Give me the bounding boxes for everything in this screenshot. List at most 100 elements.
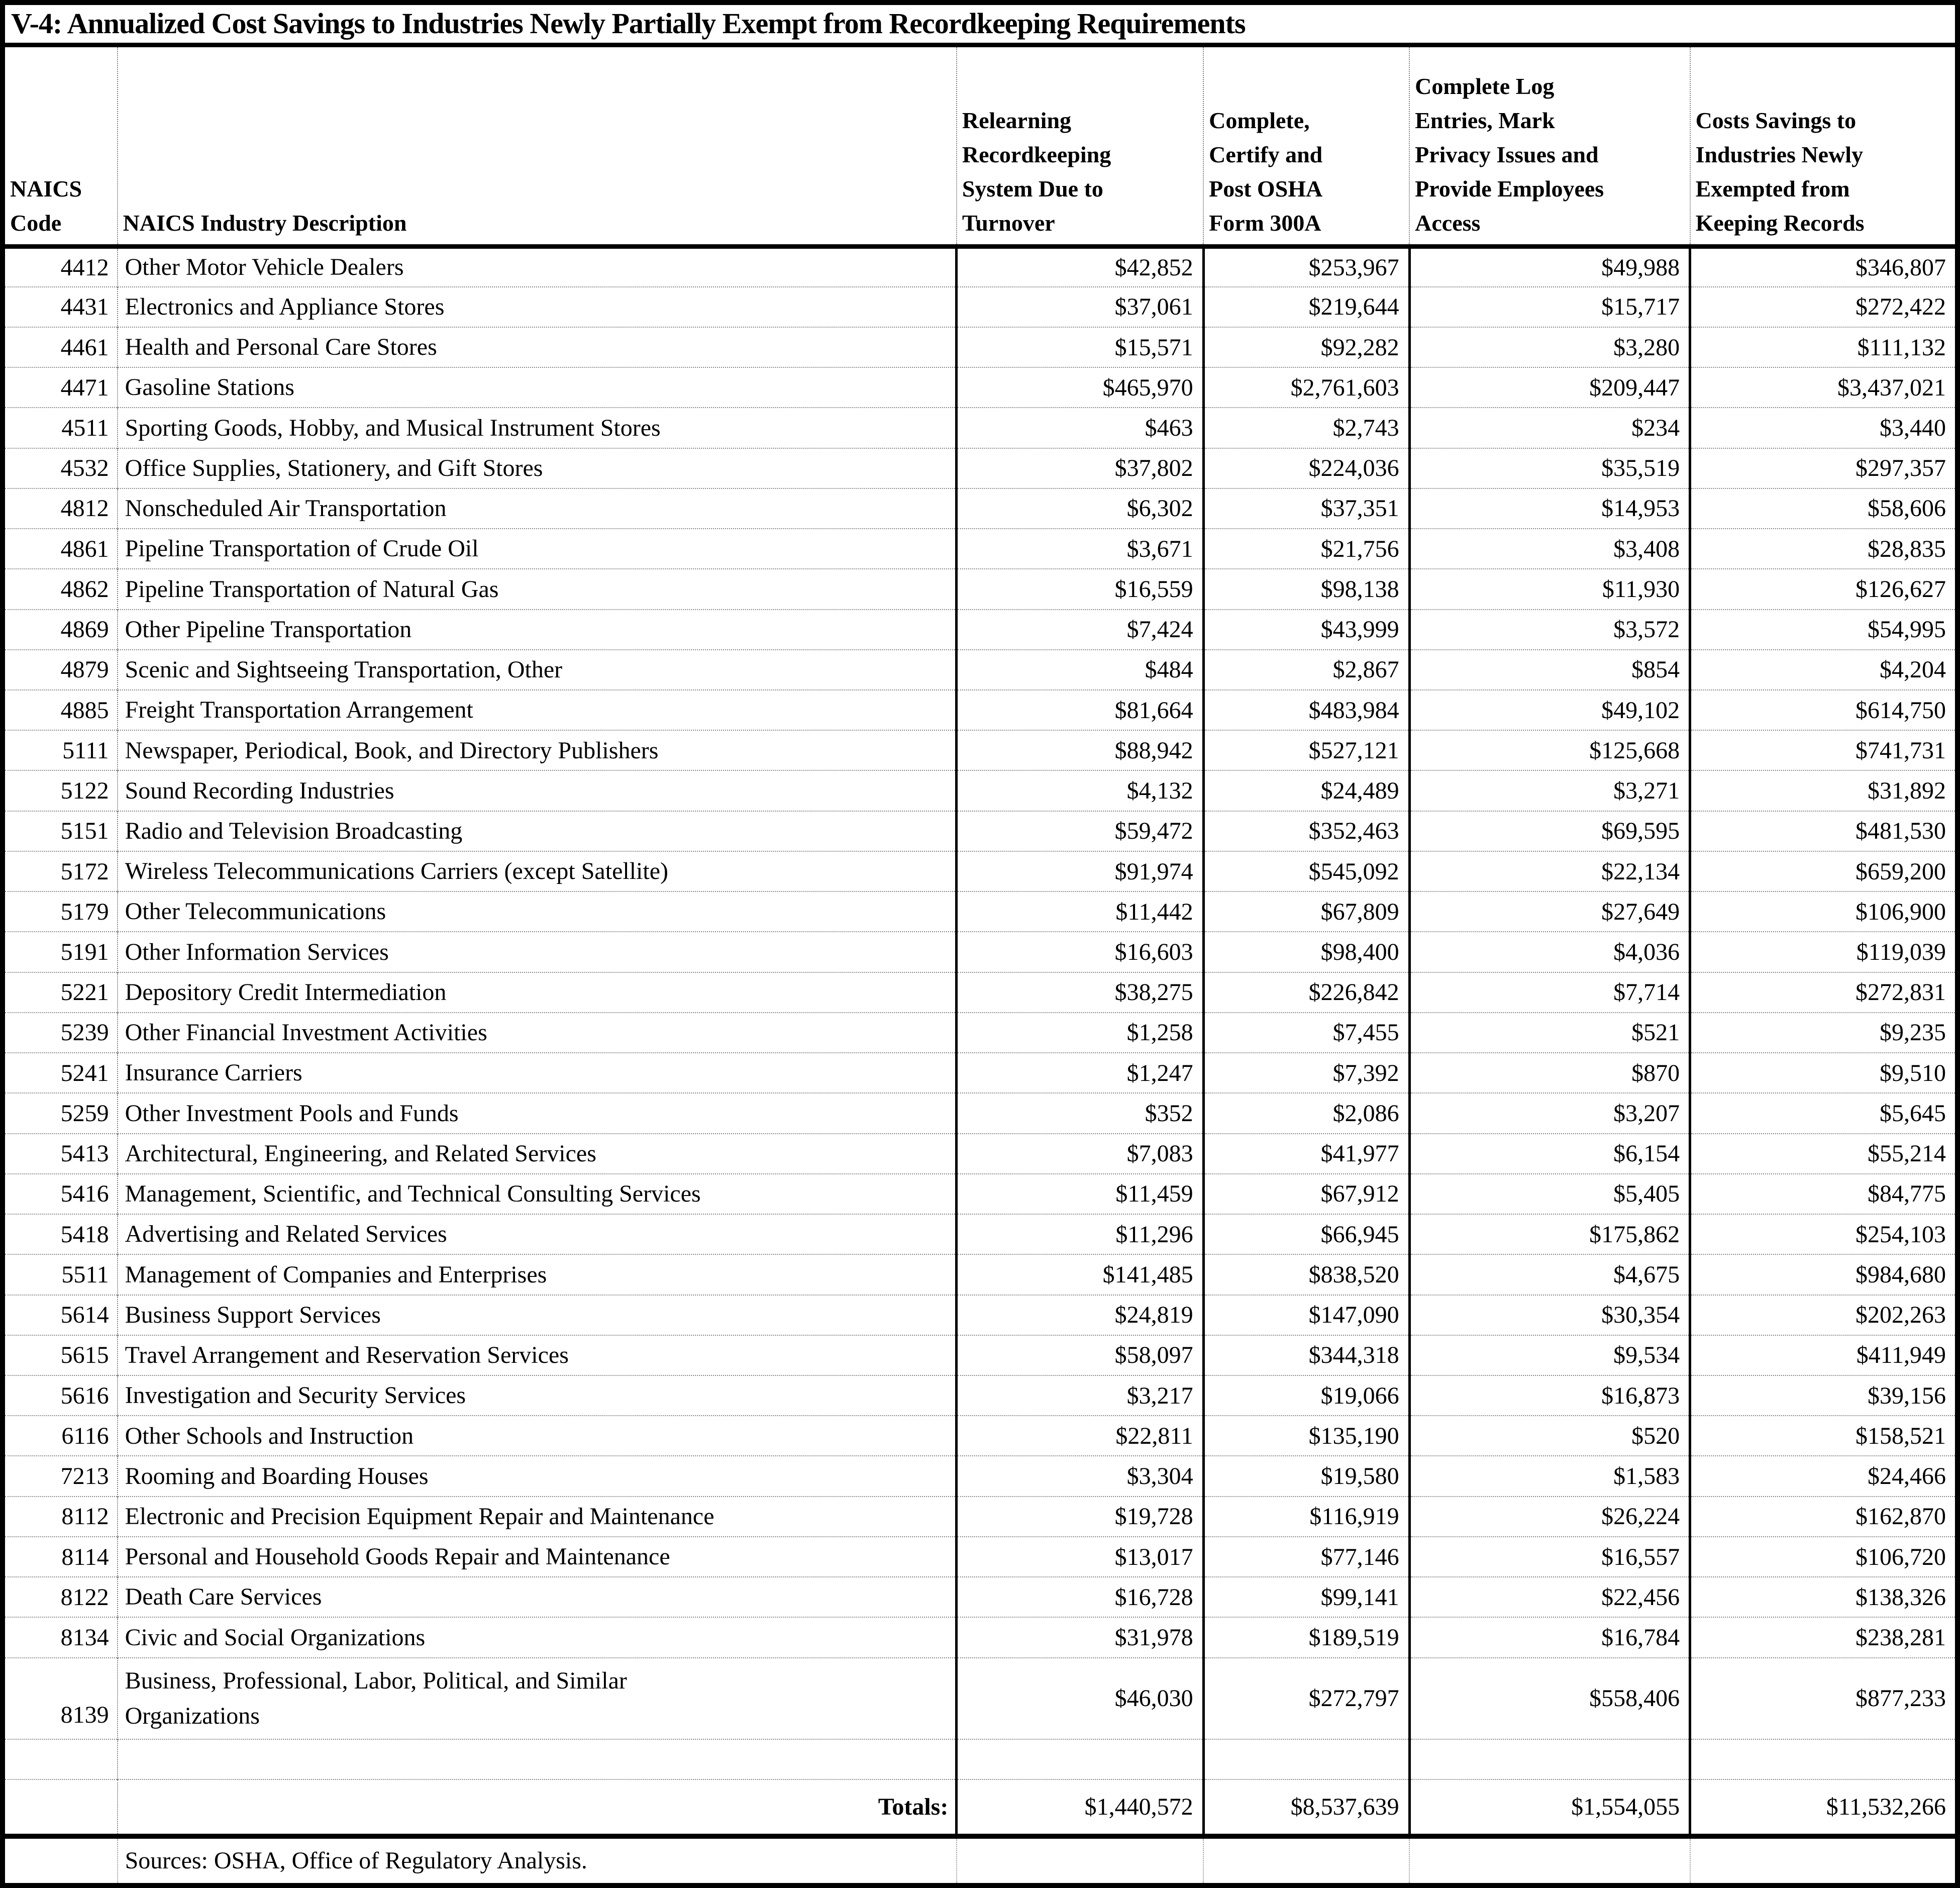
log-entries-cost-cell: $3,408 [1408, 528, 1690, 569]
industry-description-cell: Sporting Goods, Hobby, and Musical Instr… [117, 407, 957, 448]
table-row: 4861 Pipeline Transportation of Crude Oil… [3, 528, 1957, 569]
totals-label: Totals: [117, 1779, 957, 1836]
naics-code-cell: 5241 [3, 1052, 118, 1094]
naics-code-cell: 5221 [3, 971, 118, 1013]
cost-savings-cell: $984,680 [1689, 1254, 1957, 1295]
table-row: 4885 Freight Transportation Arrangement $8… [3, 689, 1957, 731]
certify-post-cost-cell: $135,190 [1202, 1415, 1410, 1456]
naics-code-cell: 4885 [3, 689, 118, 731]
cost-savings-cell: $3,440 [1689, 407, 1957, 448]
log-entries-cost-cell: $26,224 [1408, 1496, 1690, 1537]
table-row: 4412 Other Motor Vehicle Dealers $42,852 $2… [3, 246, 1957, 287]
naics-code-cell: 6116 [3, 1415, 118, 1456]
log-entries-cost-cell: $69,595 [1408, 810, 1690, 851]
industry-description-cell: Management, Scientific, and Technical Co… [117, 1173, 957, 1215]
log-entries-cost-cell: $49,102 [1408, 689, 1690, 731]
industry-description-cell: Civic and Social Organizations [117, 1617, 957, 1658]
naics-code-cell: 5239 [3, 1012, 118, 1053]
title-row: V-4: Annualized Cost Savings to Industri… [3, 3, 1957, 47]
certify-post-cost-cell: $41,977 [1202, 1133, 1410, 1174]
cost-savings-cell: $238,281 [1689, 1617, 1957, 1658]
industry-description-cell: Freight Transportation Arrangement [117, 689, 957, 731]
cost-savings-cell: $272,422 [1689, 286, 1957, 327]
log-entries-cost-cell: $3,207 [1408, 1092, 1690, 1134]
table-row: 8134 Civic and Social Organizations $31,97… [3, 1617, 1957, 1658]
cost-savings-cell: $481,530 [1689, 810, 1957, 851]
naics-code-cell: 4812 [3, 487, 118, 529]
naics-code-cell: 8112 [3, 1496, 118, 1537]
certify-post-cost-cell: $2,761,603 [1202, 367, 1410, 408]
relearning-cost-cell: $7,424 [955, 609, 1204, 650]
cost-savings-cell: $39,156 [1689, 1374, 1957, 1416]
cost-savings-cell: $106,900 [1689, 891, 1957, 932]
relearning-cost-cell: $15,571 [955, 326, 1204, 368]
log-entries-cost-cell: $558,406 [1408, 1657, 1690, 1740]
relearning-cost-cell: $11,296 [955, 1214, 1204, 1255]
table-row: 5221 Depository Credit Intermediation $38,… [3, 971, 1957, 1013]
log-entries-cost-cell: $520 [1408, 1415, 1690, 1456]
relearning-cost-cell: $1,258 [955, 1012, 1204, 1053]
cost-savings-cell: $138,326 [1689, 1576, 1957, 1618]
certify-post-cost-cell: $67,809 [1202, 891, 1410, 932]
table-footer: Totals: $1,440,572 $8,537,639 $1,554,055… [3, 1739, 1957, 1885]
relearning-cost-cell: $46,030 [955, 1657, 1204, 1740]
log-entries-cost-cell: $9,534 [1408, 1334, 1690, 1375]
cost-savings-cell: $54,995 [1689, 609, 1957, 650]
relearning-cost-cell: $16,728 [955, 1576, 1204, 1618]
naics-code-cell: 4879 [3, 649, 118, 690]
log-entries-cost-cell: $521 [1408, 1012, 1690, 1053]
certify-post-cost-cell: $545,092 [1202, 850, 1410, 892]
naics-code-cell: 4511 [3, 407, 118, 448]
table-row: 4511 Sporting Goods, Hobby, and Musical I… [3, 407, 1957, 448]
certify-post-cost-cell: $24,489 [1202, 770, 1410, 811]
table-row: 4812 Nonscheduled Air Transportation $6,30… [3, 487, 1957, 529]
relearning-cost-cell: $24,819 [955, 1294, 1204, 1335]
table-row: 5111 Newspaper, Periodical, Book, and Dir… [3, 730, 1957, 771]
certify-post-cost-cell: $98,400 [1202, 931, 1410, 972]
cost-savings-cell: $28,835 [1689, 528, 1957, 569]
log-entries-cost-cell: $22,134 [1408, 850, 1690, 892]
cost-savings-cell: $106,720 [1689, 1536, 1957, 1577]
naics-code-cell: 5413 [3, 1133, 118, 1174]
column-header-naics-code: NAICS Code [3, 45, 118, 249]
naics-code-cell: 5122 [3, 770, 118, 811]
certify-post-cost-cell: $226,842 [1202, 971, 1410, 1013]
cost-savings-cell: $24,466 [1689, 1455, 1957, 1497]
certify-post-cost-cell: $224,036 [1202, 447, 1410, 488]
relearning-cost-cell: $37,061 [955, 286, 1204, 327]
certify-post-cost-cell: $527,121 [1202, 730, 1410, 771]
industry-description-cell: Pipeline Transportation of Natural Gas [117, 568, 957, 610]
industry-description-cell: Business, Professional, Labor, Political… [117, 1657, 957, 1740]
naics-code-cell: 5111 [3, 730, 118, 771]
naics-code-cell: 4532 [3, 447, 118, 488]
relearning-cost-cell: $91,974 [955, 850, 1204, 892]
log-entries-cost-cell: $3,572 [1408, 609, 1690, 650]
cost-savings-cell: $254,103 [1689, 1214, 1957, 1255]
naics-code-cell: 5615 [3, 1334, 118, 1375]
industry-description-cell: Radio and Television Broadcasting [117, 810, 957, 851]
log-entries-cost-cell: $5,405 [1408, 1173, 1690, 1215]
relearning-cost-cell: $7,083 [955, 1133, 1204, 1174]
sources-row: Sources: OSHA, Office of Regulatory Anal… [3, 1833, 1957, 1885]
totals-row: Totals: $1,440,572 $8,537,639 $1,554,055… [3, 1779, 1957, 1836]
cost-savings-cell: $111,132 [1689, 326, 1957, 368]
table-row: 5413 Architectural, Engineering, and Rela… [3, 1133, 1957, 1174]
certify-post-cost-cell: $37,351 [1202, 487, 1410, 529]
naics-code-cell: 8114 [3, 1536, 118, 1577]
table-row: 5416 Management, Scientific, and Technica… [3, 1173, 1957, 1215]
log-entries-cost-cell: $4,675 [1408, 1254, 1690, 1295]
naics-code-cell: 5614 [3, 1294, 118, 1335]
table-row: 5239 Other Financial Investment Activitie… [3, 1012, 1957, 1053]
cost-savings-cell: $158,521 [1689, 1415, 1957, 1456]
relearning-cost-cell: $465,970 [955, 367, 1204, 408]
empty-row [3, 1739, 1957, 1780]
certify-post-cost-cell: $2,743 [1202, 407, 1410, 448]
table-row: 4471 Gasoline Stations $465,970 $2,761,603 $… [3, 367, 1957, 408]
table-row: 8139 Business, Professional, Labor, Polit… [3, 1657, 1957, 1740]
industry-description-cell: Electronics and Appliance Stores [117, 286, 957, 327]
relearning-cost-cell: $141,485 [955, 1254, 1204, 1295]
industry-description-cell: Depository Credit Intermediation [117, 971, 957, 1013]
certify-post-cost-cell: $272,797 [1202, 1657, 1410, 1740]
column-header-log-entries: Complete Log Entries, Mark Privacy Issue… [1409, 45, 1690, 249]
certify-post-cost-cell: $21,756 [1202, 528, 1410, 569]
